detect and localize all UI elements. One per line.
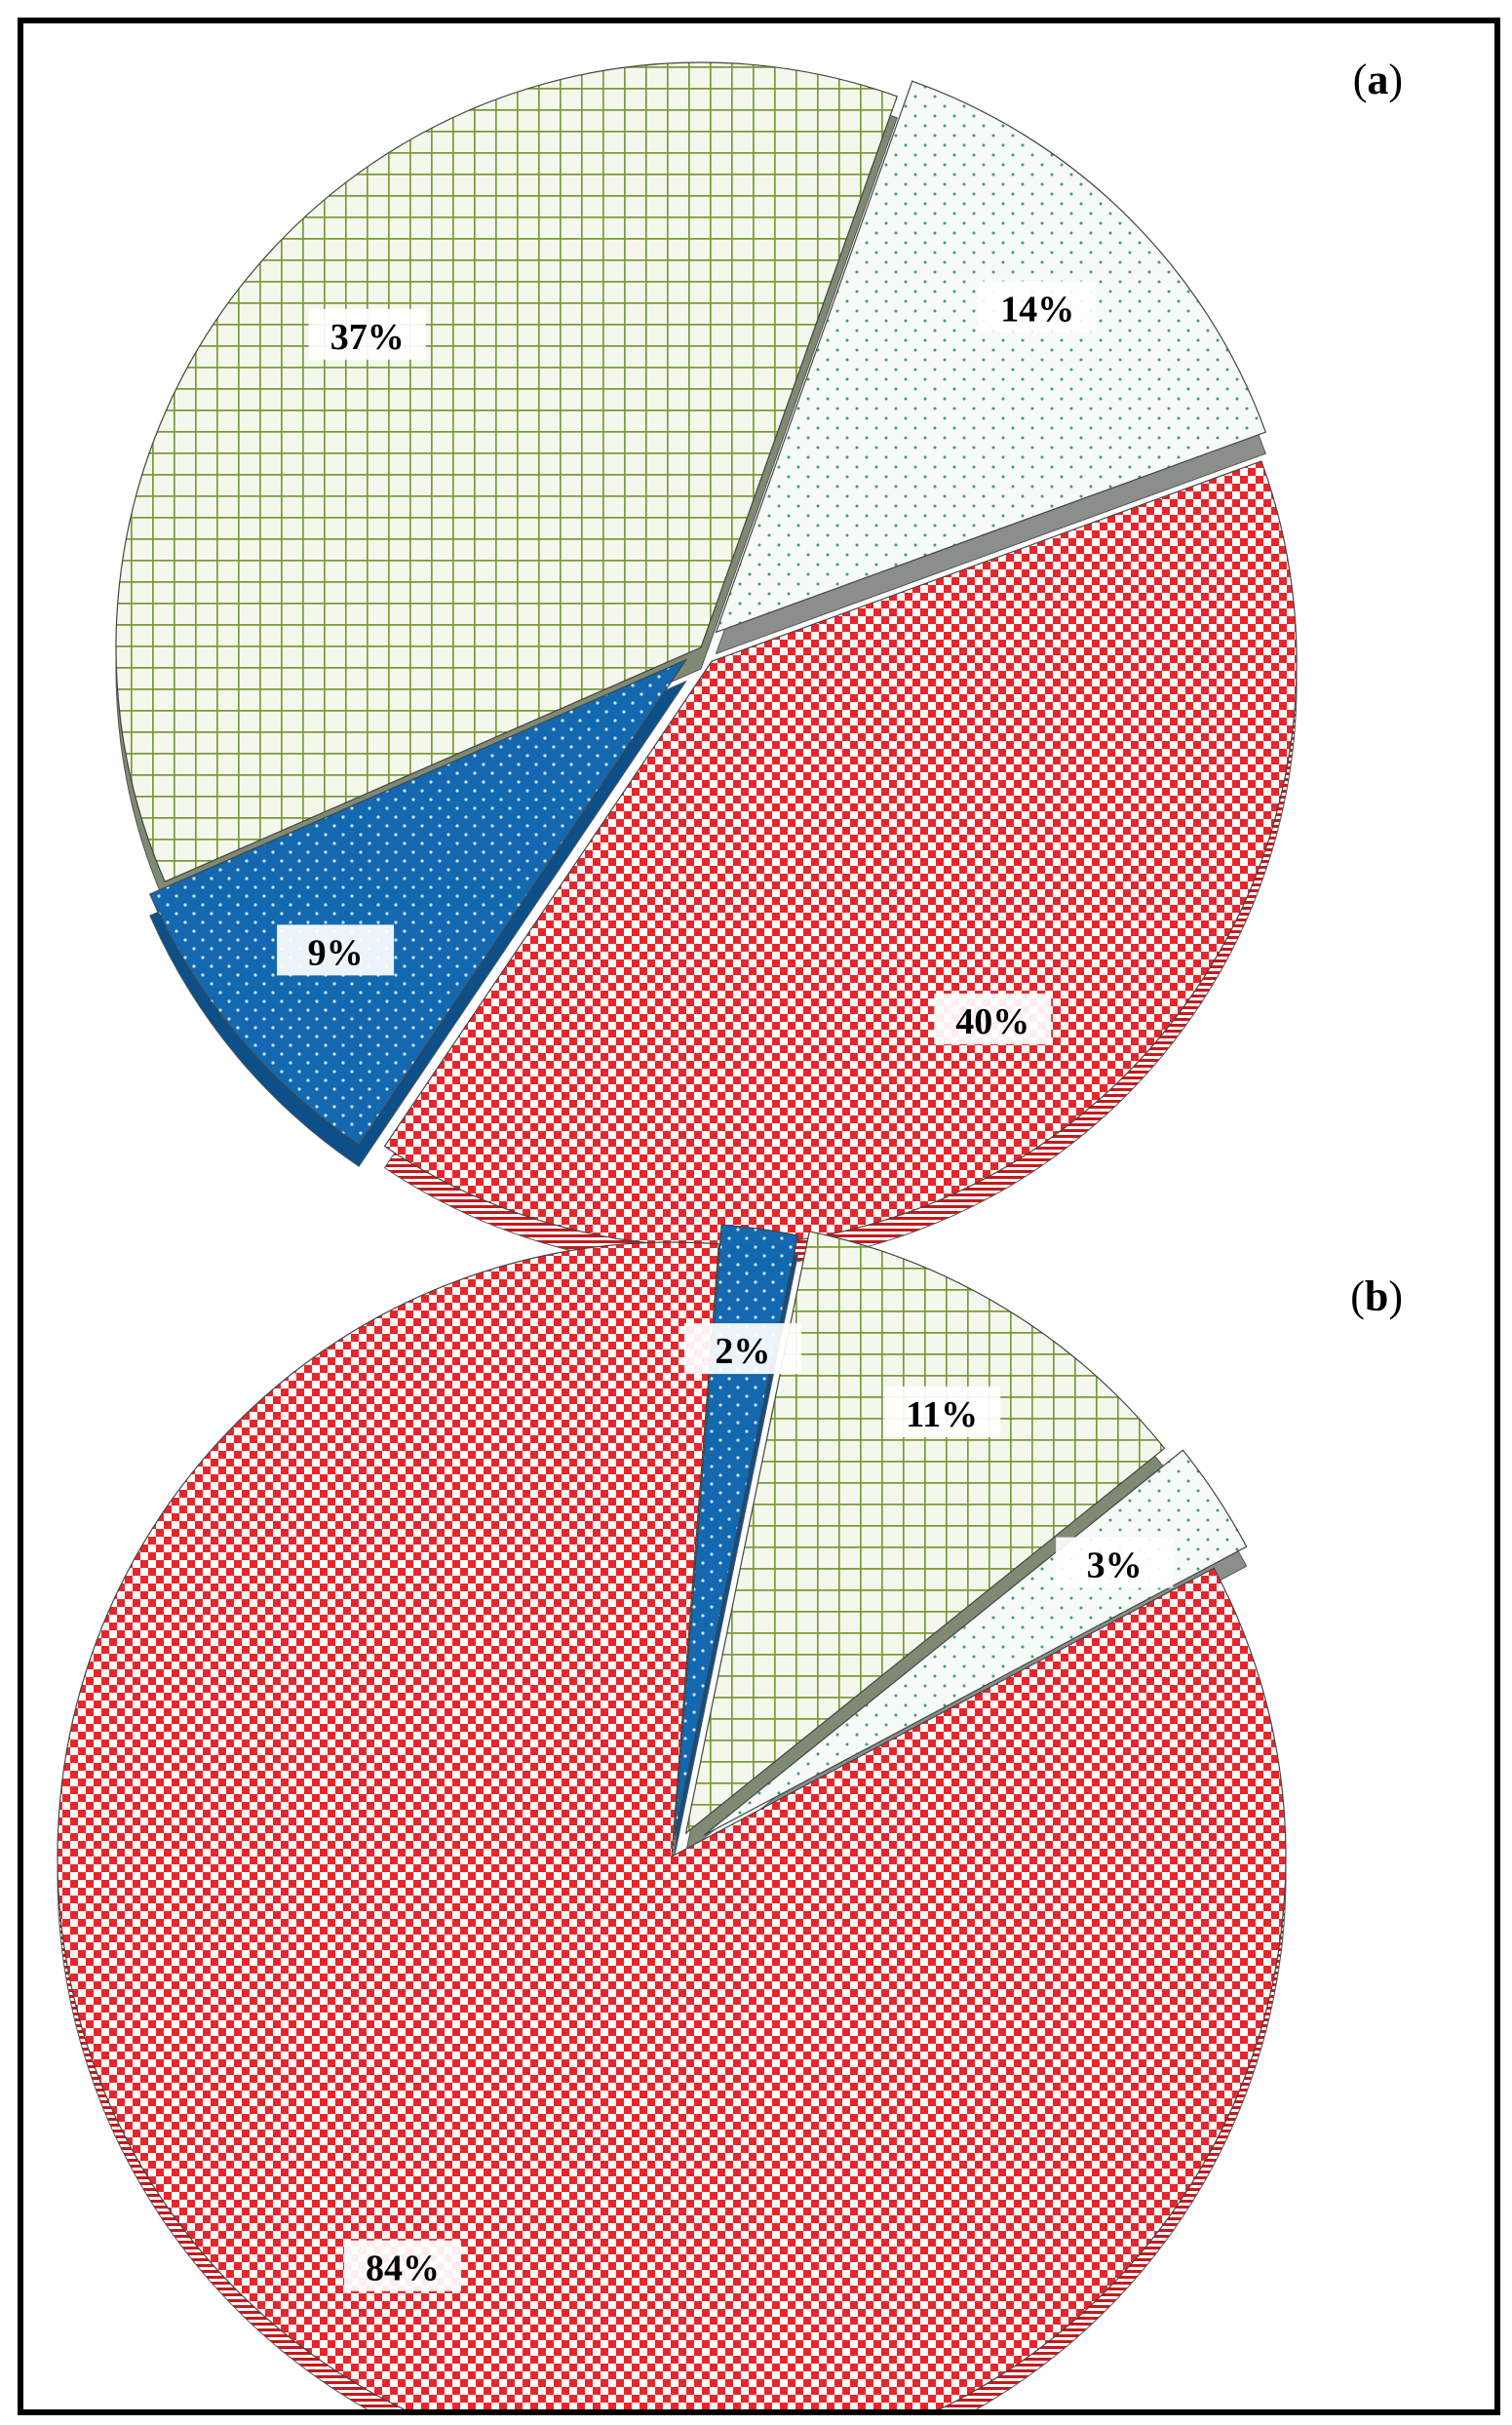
pie1-label-box-3 <box>1056 1537 1174 1588</box>
pie1-slice-0 <box>57 1241 1287 2409</box>
panel-label-b: (b) <box>1350 1272 1403 1320</box>
pie0-slice-3 <box>715 80 1267 634</box>
pie0-data-label-3: 14% <box>1000 289 1074 330</box>
pie-charts: 40% 9% 37% 14% 84% 2% 11% 3% (a) (b) <box>57 56 1403 2409</box>
pie-chart-b: 84% 2% 11% 3% <box>57 1224 1287 2409</box>
pie0-label-box-3 <box>979 281 1097 332</box>
pie0-slice-2 <box>115 61 899 882</box>
pie0-slice-0 <box>383 460 1298 1247</box>
pie1-label-box-1 <box>683 1323 801 1375</box>
pie1-slice-1 <box>674 1224 799 1838</box>
pie1-label-box-0 <box>344 2240 462 2291</box>
pie0-slice-1 <box>149 658 688 1147</box>
pie0-label-box-2 <box>308 308 426 360</box>
pie1-data-label-1: 2% <box>715 1331 770 1372</box>
panel-label-a: (a) <box>1353 56 1403 103</box>
figure-frame: 40% 9% 37% 14% 84% 2% 11% 3% (a) (b) <box>18 18 1500 2415</box>
pie-chart-a: 40% 9% 37% 14% <box>115 61 1298 1269</box>
pie1-data-label-3: 3% <box>1087 1545 1143 1586</box>
pie0-data-label-1: 9% <box>308 932 364 973</box>
pie0-label-box-1 <box>277 924 395 976</box>
pie0-data-label-2: 37% <box>330 317 405 358</box>
pie0-label-box-0 <box>934 993 1052 1044</box>
pie1-data-label-2: 11% <box>906 1394 978 1435</box>
pie1-label-box-2 <box>883 1386 1001 1437</box>
pie0-data-label-0: 40% <box>955 1001 1029 1042</box>
pie1-data-label-0: 84% <box>366 2249 440 2289</box>
pie1-slice-2 <box>684 1231 1166 1835</box>
